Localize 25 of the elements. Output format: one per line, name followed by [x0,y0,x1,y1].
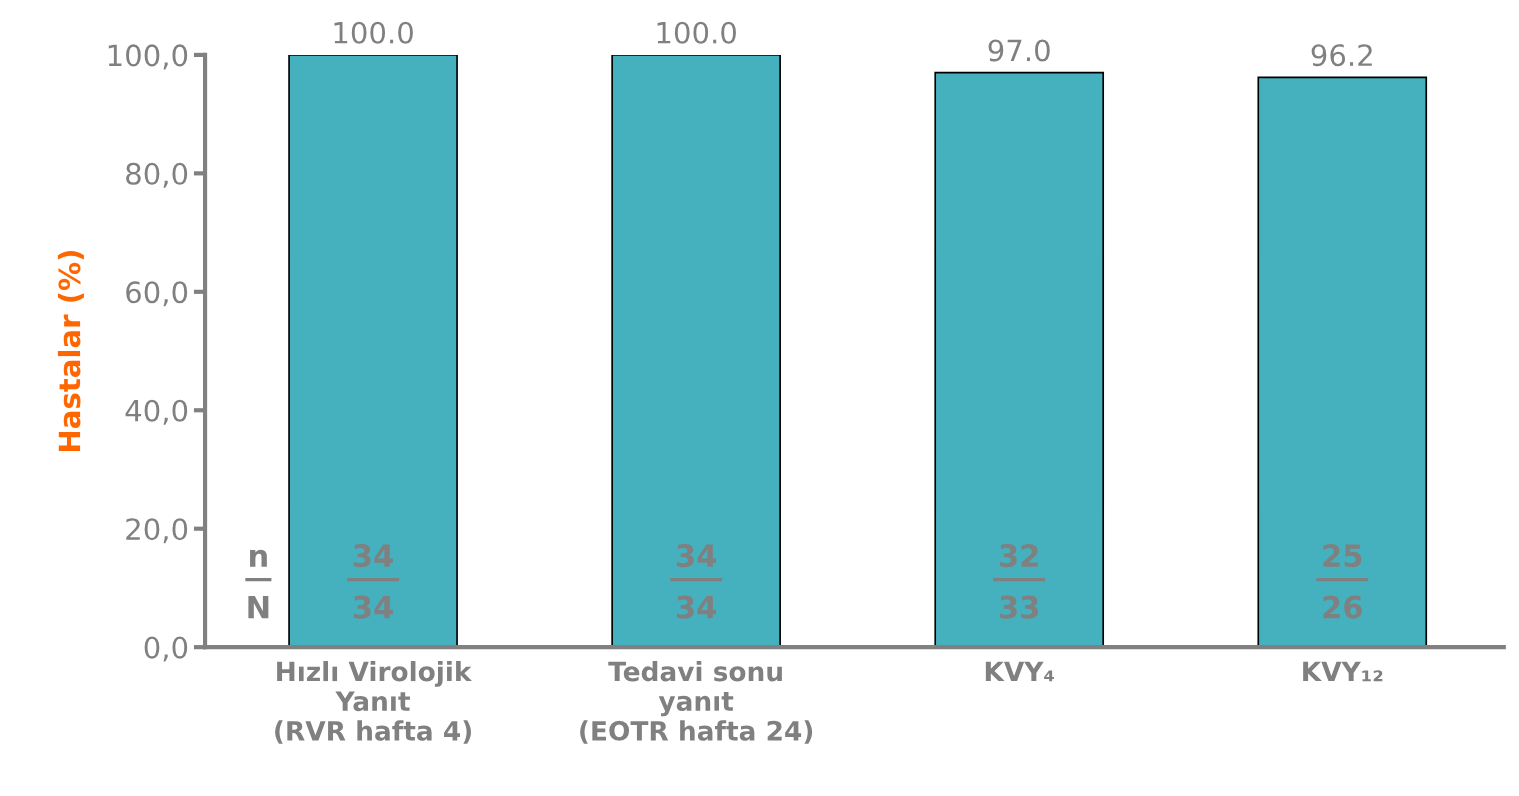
annotation: 25 [1323,544,1362,568]
x-tick-label: Hızlı Virolojik Yanıt (RVR hafta 4) [275,661,472,744]
data-label: 100.0 [334,21,413,44]
annotation: 26 [1323,595,1362,619]
x-tick-label: Tedavi sonu yanıt (EOTR hafta 24) [580,661,813,744]
annotation: 34 [676,544,716,568]
y-tick-label: 80,0 [126,162,188,188]
y-tick-label: 100,0 [108,44,188,70]
annotation: 33 [999,595,1039,619]
annotation: 34 [676,595,716,619]
annotation: N [248,595,269,619]
x-tick-label: KVY₄ [985,661,1054,682]
annotation: 34 [353,544,393,568]
y-tick-label: 20,0 [126,518,188,544]
annotation: 32 [999,544,1038,568]
annotation: 34 [353,595,393,619]
y-tick-label: 0,0 [144,636,188,662]
data-label: 97.0 [988,39,1050,62]
annotation: n [250,549,267,567]
data-label: 96.2 [1311,44,1372,67]
data-label: 100.0 [657,21,736,44]
y-tick-label: 40,0 [125,399,188,425]
x-tick-label: KVY₁₂ [1303,661,1383,682]
y-axis-title: Hastalar (%) [57,250,84,451]
y-tick-label: 60,0 [126,281,188,307]
